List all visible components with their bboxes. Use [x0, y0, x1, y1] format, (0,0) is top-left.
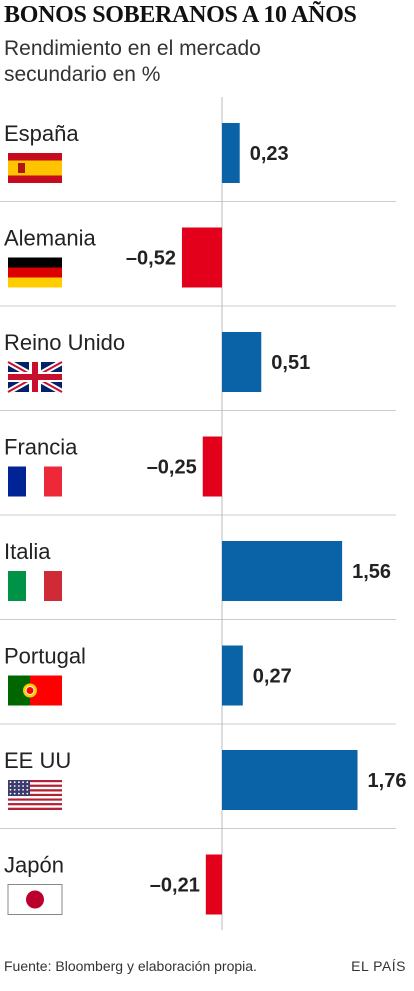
value-label: –0,25 [147, 457, 197, 479]
value-label: 0,51 [271, 352, 310, 374]
bar [205, 854, 222, 915]
value-label: 1,56 [352, 561, 391, 583]
bar [222, 750, 358, 810]
country-label: Italia [4, 539, 51, 564]
country-label: Reino Unido [4, 330, 125, 355]
france-flag [8, 466, 62, 497]
value-label: 0,23 [250, 143, 289, 165]
value-label: 0,27 [253, 666, 292, 688]
brand-logo: EL PAÍS [351, 958, 406, 974]
italy-flag [8, 571, 62, 601]
spain-flag [8, 153, 62, 183]
bar [222, 645, 243, 706]
chart-row: España 0,23 [4, 121, 289, 183]
value-label: –0,52 [126, 248, 176, 270]
chart-row: Reino Unido 0,51 [4, 330, 310, 395]
bar [202, 436, 222, 497]
chart-row: Italia 1,56 [4, 539, 391, 601]
bar [222, 123, 240, 183]
country-label: Portugal [4, 644, 86, 669]
chart-row: Francia –0,25 [4, 435, 222, 497]
chart-row: Japón –0,21 [4, 853, 222, 915]
germany-flag [8, 257, 62, 288]
country-label: EE UU [4, 748, 71, 773]
value-label: –0,21 [150, 875, 200, 897]
chart-row: Portugal 0,27 [4, 644, 292, 706]
country-label: Francia [4, 435, 78, 460]
bar [222, 541, 343, 601]
portugal-flag [8, 675, 62, 706]
country-label: Japón [4, 853, 64, 878]
bar [181, 227, 222, 288]
bar [222, 332, 262, 392]
chart-row: EE UU 1,76 [4, 748, 406, 810]
chart-title: BONOS SOBERANOS A 10 AÑOS [4, 2, 357, 28]
usa-flag [8, 780, 62, 810]
value-label: 1,76 [368, 770, 407, 792]
country-label: España [4, 121, 79, 146]
country-label: Alemania [4, 226, 96, 251]
chart-row: Alemania –0,52 [4, 226, 222, 288]
chart-subtitle: Rendimiento en el mercado secundario en … [4, 37, 261, 86]
uk-flag [6, 359, 64, 395]
japan-flag [7, 884, 63, 915]
source-note: Fuente: Bloomberg y elaboración propia. [4, 958, 257, 974]
